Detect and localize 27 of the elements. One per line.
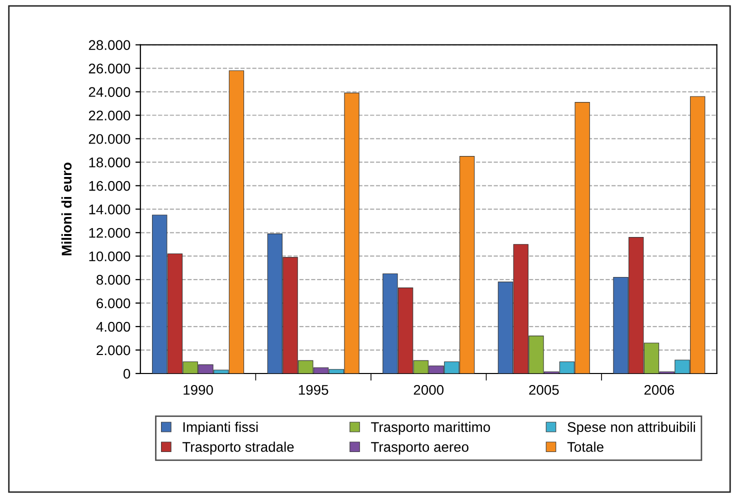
y-axis-title: Milioni di euro [61,162,72,256]
legend-label: Spese non attribuibili [568,422,695,435]
y-tick-label: 6.000 [96,298,130,308]
y-tick-label: 20.000 [88,134,130,144]
legend-label: Totale [567,442,604,452]
y-tick-label: 0 [124,368,130,379]
x-tick-label: 2005 [529,384,559,395]
x-tick-label: 2000 [414,384,444,395]
y-tick-label: 12.000 [89,228,130,238]
y-tick-label: 24.000 [88,87,130,97]
y-tick-label: 14.000 [89,204,130,214]
legend-label: Trasporto stradale [182,442,294,455]
y-tick-label: 8.000 [96,274,130,285]
y-tick-label: 16.000 [89,181,130,191]
legend-label: Trasporto marittimo [371,422,490,435]
x-tick-label: 1990 [184,384,213,395]
x-tick-label: 2006 [644,384,674,395]
legend-label: Trasporto aereo [371,442,468,455]
legend-label: Impianti fissi [183,422,258,435]
y-tick-label: 22.000 [88,110,130,120]
y-tick-label: 4.000 [96,322,130,332]
y-tick-label: 2.000 [96,345,130,356]
y-tick-label: 10.000 [89,251,130,262]
y-tick-label: 18.000 [89,158,130,168]
x-tick-label: 1995 [298,384,328,395]
y-tick-label: 28.000 [88,40,130,50]
y-tick-label: 26.000 [88,64,130,74]
